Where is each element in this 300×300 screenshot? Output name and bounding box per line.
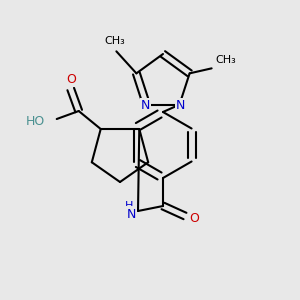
Text: CH₃: CH₃	[104, 36, 125, 46]
Text: N: N	[141, 99, 150, 112]
Text: N: N	[127, 208, 136, 220]
Text: O: O	[189, 212, 199, 226]
Text: H: H	[124, 201, 133, 211]
Text: N: N	[176, 99, 185, 112]
Text: O: O	[66, 73, 76, 85]
Text: CH₃: CH₃	[215, 55, 236, 65]
Text: HO: HO	[26, 115, 45, 128]
